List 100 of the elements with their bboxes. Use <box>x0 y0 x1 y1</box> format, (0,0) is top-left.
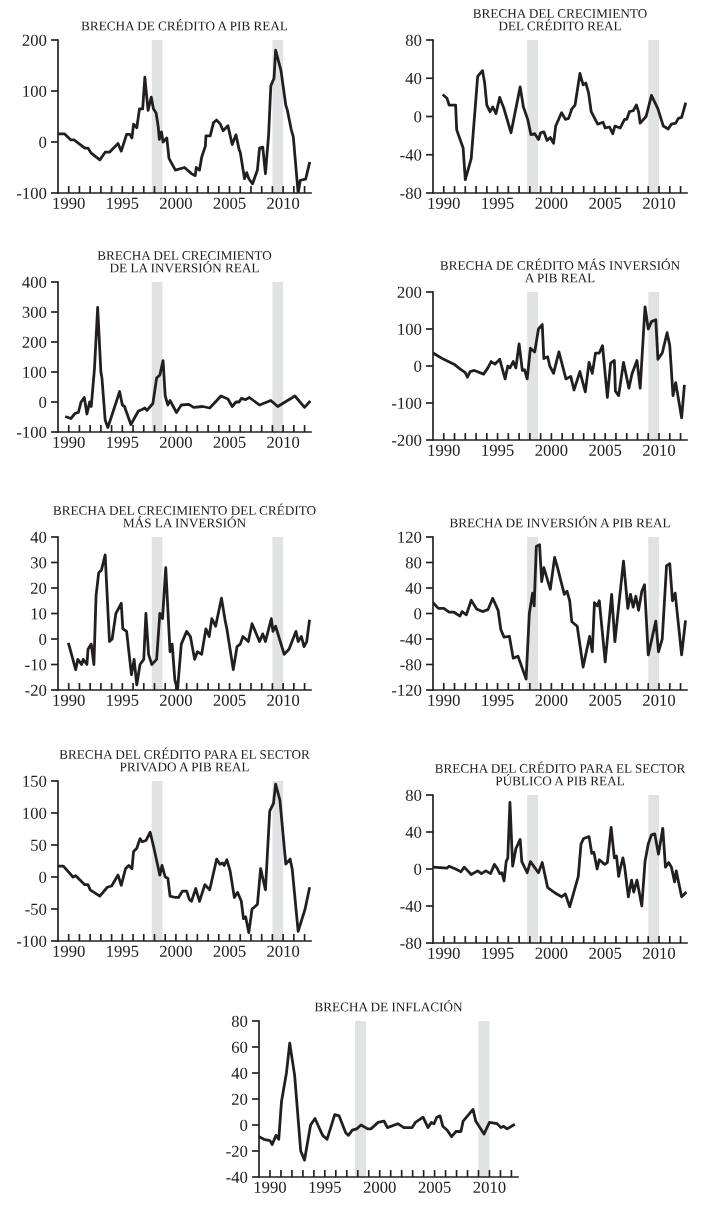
x-tick-label: 2000 <box>535 694 568 706</box>
x-tick-label: 2005 <box>589 947 622 959</box>
x-tick-label: 2000 <box>363 1181 396 1193</box>
x-tick-label: 1995 <box>107 945 139 957</box>
y-tick-label: -40 <box>400 900 422 912</box>
x-tick-label: 1995 <box>107 694 139 706</box>
x-tick-label: 1990 <box>53 694 85 706</box>
x-tick-label: 2010 <box>643 694 676 706</box>
y-tick-label: -10 <box>25 659 47 671</box>
x-tick-label: 2005 <box>213 197 246 209</box>
x-tick-label: 1995 <box>107 436 139 448</box>
x-tick-label: 2000 <box>159 197 192 209</box>
y-tick-label: 0 <box>39 633 47 645</box>
y-tick-label: -50 <box>25 903 47 915</box>
x-tick-label: 2000 <box>159 945 192 957</box>
x-tick-label: 1995 <box>309 1181 341 1193</box>
y-tick-label: 80 <box>231 1015 248 1027</box>
y-tick-label: 40 <box>30 531 47 543</box>
chart-title: BRECHA DE INFLACIÓN <box>314 999 463 1012</box>
y-tick-label: -100 <box>16 935 47 947</box>
y-tick-label: 80 <box>405 34 422 46</box>
y-tick-label: -80 <box>400 659 422 671</box>
y-tick-label: -40 <box>226 1171 248 1183</box>
y-tick-label: 50 <box>31 839 47 851</box>
x-tick-label: 2005 <box>213 694 246 706</box>
x-tick-label: 2005 <box>589 694 622 706</box>
line-series <box>442 69 687 181</box>
y-tick-label: -40 <box>400 149 422 161</box>
x-tick-label: 1990 <box>53 197 85 209</box>
x-tick-label: 2010 <box>267 197 300 209</box>
chart-title: BRECHA DEL CRÉDITO PARA EL SECTOR PÚBLICO A PIB REAL <box>435 761 686 786</box>
y-tick-label: 200 <box>22 336 47 348</box>
y-tick-label: 10 <box>31 608 47 620</box>
y-tick-label: 40 <box>405 72 422 85</box>
y-tick-label: 20 <box>231 1093 248 1105</box>
x-tick-label: 2010 <box>643 197 676 209</box>
x-tick-label: 1990 <box>428 947 460 959</box>
x-tick-label: 2010 <box>267 436 300 448</box>
y-tick-label: 300 <box>22 306 47 318</box>
y-tick-label: 100 <box>23 366 47 378</box>
y-tick-label: 150 <box>23 775 47 787</box>
x-tick-label: 2005 <box>213 436 246 448</box>
y-tick-label: 60 <box>231 1041 248 1053</box>
y-tick-label: 80 <box>405 557 422 569</box>
x-tick-label: 1995 <box>482 694 514 706</box>
x-tick-label: 2005 <box>213 945 246 957</box>
y-tick-label: -80 <box>400 937 422 949</box>
y-tick-label: 40 <box>405 582 422 594</box>
y-tick-label: -200 <box>391 434 422 446</box>
x-tick-label: 2010 <box>267 694 300 706</box>
y-tick-label: 0 <box>414 608 422 620</box>
y-tick-label: -100 <box>16 426 47 438</box>
y-tick-label: -100 <box>391 397 422 409</box>
x-tick-label: 1995 <box>482 197 514 209</box>
x-tick-label: 2005 <box>418 1181 451 1193</box>
x-tick-label: 1995 <box>107 197 139 209</box>
x-tick-label: 1990 <box>428 694 460 706</box>
x-tick-label: 2000 <box>535 947 568 959</box>
chart-title: BRECHA DEL CRECIMIENTO DE LA INVERSIÓN REAL <box>97 251 272 273</box>
x-tick-label: 1990 <box>53 436 85 448</box>
y-tick-label: 120 <box>398 531 422 543</box>
x-tick-label: 2000 <box>535 444 568 456</box>
x-tick-label: 1995 <box>482 444 514 456</box>
x-tick-label: 2005 <box>589 197 622 209</box>
y-tick-label: 40 <box>231 1067 248 1079</box>
y-tick-label: 100 <box>398 323 422 335</box>
chart-title: BRECHA DEL CRECIMIENTO DEL CRÉDITO REAL <box>473 9 647 31</box>
y-tick-label: -20 <box>25 684 47 696</box>
chart-title: BRECHA DEL CRECIMIENTO DEL CRÉDITO MÁS LA INVERSIÓN <box>53 503 316 528</box>
y-tick-label: -100 <box>16 187 47 199</box>
x-tick-label: 2010 <box>643 947 676 959</box>
x-tick-label: 1990 <box>53 945 85 957</box>
y-tick-label: 80 <box>405 789 422 801</box>
x-tick-label: 2000 <box>159 436 192 448</box>
line-series <box>65 306 311 429</box>
x-tick-label: 2010 <box>643 444 676 456</box>
y-tick-label: -80 <box>400 187 422 199</box>
y-tick-label: -20 <box>226 1145 248 1157</box>
y-tick-label: -120 <box>391 684 422 696</box>
x-tick-label: 2000 <box>159 694 192 706</box>
x-tick-label: 1990 <box>428 444 460 456</box>
y-tick-label: 0 <box>240 1119 248 1131</box>
chart-title: BRECHA DEL CRÉDITO PARA EL SECTOR PRIVADO A PIB REAL <box>59 747 310 772</box>
x-tick-label: 2010 <box>473 1181 506 1193</box>
x-tick-label: 2000 <box>535 197 568 209</box>
y-tick-label: 40 <box>405 826 422 838</box>
chart-title: BRECHA DE INVERSIÓN A PIB REAL <box>449 515 670 528</box>
x-tick-label: 2005 <box>589 444 622 456</box>
chart-title: BRECHA DE CRÉDITO MÁS INVERSIÓN A PIB REAL <box>440 258 680 283</box>
y-tick-label: 200 <box>22 34 47 46</box>
y-tick-label: 0 <box>39 396 47 408</box>
y-tick-label: 30 <box>31 557 47 569</box>
y-tick-label: 100 <box>23 85 47 97</box>
y-tick-label: 0 <box>414 863 422 875</box>
x-tick-label: 1995 <box>482 947 514 959</box>
y-tick-label: 0 <box>414 111 422 123</box>
y-tick-label: 100 <box>23 807 47 819</box>
y-tick-label: 20 <box>30 582 47 594</box>
x-tick-label: 1990 <box>254 1181 287 1193</box>
y-tick-label: 200 <box>397 286 422 298</box>
